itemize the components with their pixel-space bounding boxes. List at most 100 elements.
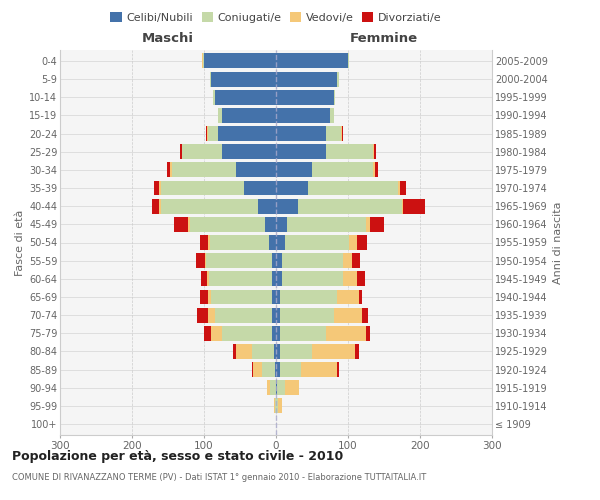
Text: Maschi: Maschi <box>142 32 194 46</box>
Bar <box>276 144 326 159</box>
Bar <box>161 198 258 214</box>
Bar <box>326 144 373 159</box>
Bar <box>330 108 334 123</box>
Bar <box>206 253 272 268</box>
Bar <box>343 253 352 268</box>
Bar <box>301 362 337 377</box>
Bar <box>276 54 348 68</box>
Y-axis label: Anni di nascita: Anni di nascita <box>553 201 563 284</box>
Bar <box>278 398 282 413</box>
Bar <box>349 235 356 250</box>
Bar <box>207 272 209 286</box>
Bar <box>272 326 276 340</box>
Bar <box>172 162 236 178</box>
Bar <box>272 308 276 322</box>
Bar <box>203 54 204 68</box>
Bar <box>251 362 253 377</box>
Bar <box>276 253 282 268</box>
Bar <box>236 344 252 359</box>
Bar <box>204 326 211 340</box>
Bar <box>161 180 244 196</box>
Bar <box>373 162 374 178</box>
Bar <box>210 235 269 250</box>
Bar <box>258 198 276 214</box>
Bar <box>276 326 280 340</box>
Bar <box>326 326 366 340</box>
Bar <box>282 253 343 268</box>
Bar <box>280 308 334 322</box>
Bar <box>218 108 222 123</box>
Bar <box>298 198 402 214</box>
Bar <box>277 380 284 395</box>
Bar <box>272 272 276 286</box>
Bar <box>266 380 270 395</box>
Bar <box>276 180 308 196</box>
Bar <box>154 180 160 196</box>
Bar <box>276 344 280 359</box>
Bar <box>287 217 366 232</box>
Bar <box>160 180 161 196</box>
Bar <box>222 108 276 123</box>
Bar <box>272 290 276 304</box>
Bar <box>280 344 312 359</box>
Bar <box>211 326 222 340</box>
Bar <box>190 217 265 232</box>
Bar <box>270 380 276 395</box>
Bar <box>202 54 203 68</box>
Bar <box>275 362 276 377</box>
Bar <box>373 144 374 159</box>
Bar <box>272 253 276 268</box>
Bar <box>312 162 373 178</box>
Bar <box>370 217 384 232</box>
Text: COMUNE DI RIVANAZZANO TERME (PV) - Dati ISTAT 1° gennaio 2010 - Elaborazione TUT: COMUNE DI RIVANAZZANO TERME (PV) - Dati … <box>12 472 426 482</box>
Bar <box>334 90 335 104</box>
Bar <box>269 235 276 250</box>
Bar <box>208 308 215 322</box>
Bar <box>262 362 275 377</box>
Bar <box>276 126 326 141</box>
Bar <box>374 162 378 178</box>
Bar <box>218 126 276 141</box>
Bar <box>276 398 278 413</box>
Bar <box>188 217 190 232</box>
Bar <box>403 198 425 214</box>
Bar <box>348 54 349 68</box>
Bar <box>276 380 277 395</box>
Bar <box>208 126 218 141</box>
Bar <box>312 344 355 359</box>
Bar <box>280 326 326 340</box>
Text: Femmine: Femmine <box>350 32 418 46</box>
Bar <box>167 162 170 178</box>
Bar <box>276 162 312 178</box>
Bar <box>174 217 188 232</box>
Bar <box>200 235 208 250</box>
Bar <box>197 308 208 322</box>
Bar <box>276 272 282 286</box>
Bar <box>222 326 272 340</box>
Bar <box>356 235 367 250</box>
Bar <box>280 290 337 304</box>
Bar <box>233 344 236 359</box>
Bar <box>182 144 222 159</box>
Bar <box>205 253 206 268</box>
Bar <box>337 72 338 86</box>
Bar <box>276 308 280 322</box>
Bar <box>207 126 208 141</box>
Bar <box>160 198 161 214</box>
Bar <box>275 398 276 413</box>
Bar <box>358 272 365 286</box>
Bar <box>274 398 275 413</box>
Bar <box>214 90 215 104</box>
Bar <box>200 290 208 304</box>
Bar <box>152 198 160 214</box>
Bar <box>209 272 272 286</box>
Bar <box>215 90 276 104</box>
Bar <box>352 253 360 268</box>
Bar <box>274 344 276 359</box>
Bar <box>400 180 406 196</box>
Bar <box>337 362 338 377</box>
Bar <box>366 326 370 340</box>
Bar <box>280 362 301 377</box>
Bar <box>265 217 276 232</box>
Bar <box>211 72 276 86</box>
